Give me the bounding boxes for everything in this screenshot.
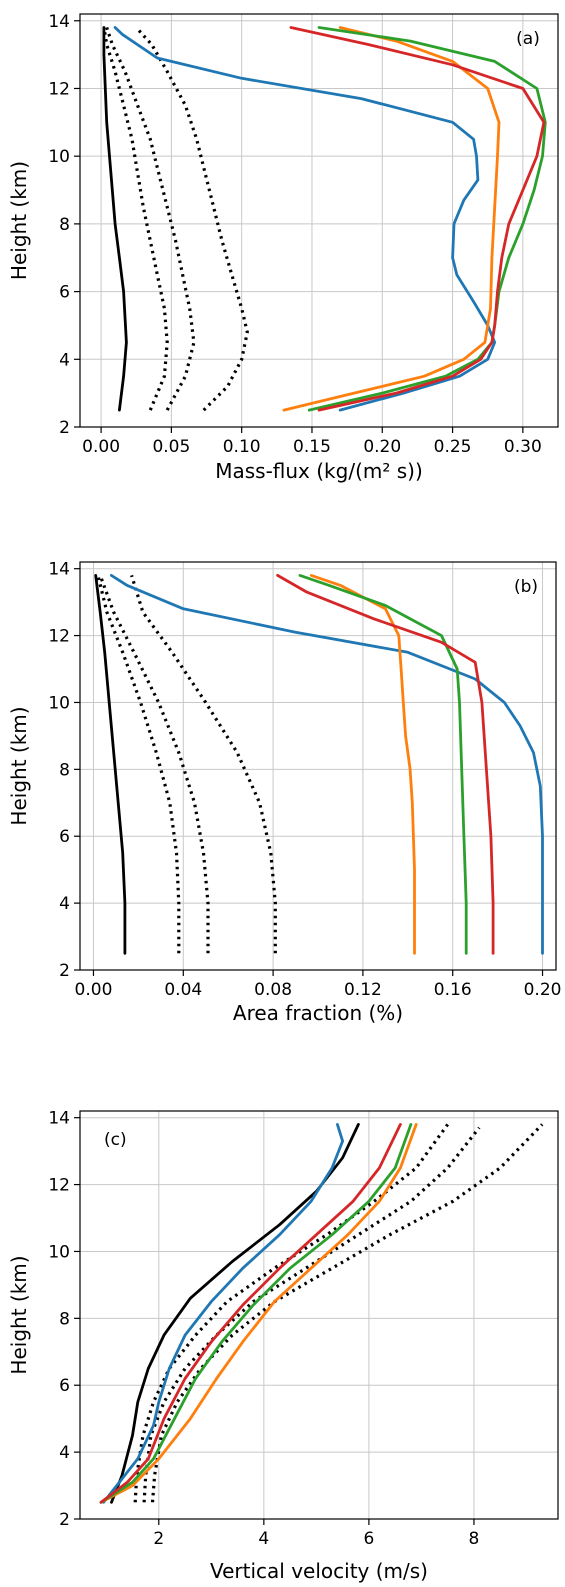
x-tick-label: 0.25 — [434, 437, 472, 457]
x-tick-label: 0.20 — [524, 980, 562, 1000]
x-tick-label: 4 — [258, 1529, 269, 1549]
y-tick-label: 4 — [59, 1443, 70, 1463]
y-tick-label: 12 — [48, 1176, 70, 1196]
series-line-8 — [289, 26, 546, 412]
y-tick-label: 8 — [59, 215, 70, 235]
series-line-8 — [276, 574, 495, 955]
series-line-8 — [99, 1123, 402, 1504]
y-tick-label: 12 — [48, 79, 70, 99]
series-line-4 — [130, 574, 277, 954]
y-tick-label: 6 — [59, 827, 70, 847]
series-line-6 — [282, 26, 501, 412]
series-line-4 — [150, 1123, 544, 1503]
x-tick-label: 0.15 — [293, 437, 331, 457]
y-axis-label: Height (km) — [7, 1255, 31, 1374]
series-line-7 — [307, 26, 547, 412]
series-line-5 — [113, 26, 497, 412]
series-line-2 — [133, 1123, 449, 1503]
y-tick-label: 14 — [48, 560, 70, 580]
series-line-1 — [102, 26, 128, 412]
y-tick-label: 4 — [59, 350, 70, 370]
x-tick-label: 6 — [363, 1529, 374, 1549]
y-tick-label: 8 — [59, 760, 70, 780]
series-line-2 — [96, 575, 181, 954]
x-tick-label: 0.16 — [434, 980, 472, 1000]
y-tick-label: 14 — [48, 1109, 70, 1129]
x-axis-label: Mass-flux (kg/(m² s)) — [215, 459, 423, 483]
y-axis-label: Height (km) — [7, 706, 31, 825]
axes-frame — [79, 13, 559, 428]
series-line-3 — [142, 1126, 481, 1503]
x-tick-label: 0.00 — [82, 437, 120, 457]
y-tick-label: 14 — [48, 12, 70, 32]
panel-label: (a) — [516, 29, 540, 49]
panel-1: 0.00 0.05 0.10 0.15 0.20 0.25 0.30 2 4 6 8 10 12 14 Ma… — [7, 12, 559, 483]
x-axis-label: Vertical velocity (m/s) — [210, 1559, 428, 1583]
axes-frame — [79, 561, 557, 971]
series-line-1 — [94, 574, 127, 955]
series-line-7 — [99, 1123, 413, 1504]
x-tick-label: 0.00 — [75, 980, 113, 1000]
y-axis-label: Height (km) — [7, 161, 31, 280]
y-tick-label: 2 — [59, 418, 70, 438]
series-line-4 — [135, 26, 249, 412]
x-tick-label: 0.30 — [504, 437, 542, 457]
y-tick-label: 6 — [59, 1376, 70, 1396]
x-tick-label: 0.04 — [164, 980, 202, 1000]
x-tick-label: 0.10 — [223, 437, 261, 457]
series-line-5 — [110, 574, 544, 955]
x-tick-label: 0.08 — [254, 980, 292, 1000]
series-line-6 — [99, 1123, 418, 1504]
x-tick-label: 2 — [153, 1529, 164, 1549]
series-line-3 — [98, 574, 210, 954]
y-tick-label: 6 — [59, 283, 70, 303]
x-tick-label: 8 — [469, 1529, 480, 1549]
series-line-3 — [105, 26, 196, 411]
panel-2: 0.00 0.04 0.08 0.12 0.16 0.20 2 4 6 8 10 12 14 Area f… — [7, 560, 561, 1025]
panel-label: (b) — [514, 577, 538, 597]
y-tick-label: 2 — [59, 1510, 70, 1530]
y-tick-label: 2 — [59, 961, 70, 981]
panel-3: 2 4 6 8 2 4 6 8 10 12 14 Vertical velocity (m/s) Hei… — [7, 1109, 559, 1583]
series-line-5 — [102, 1123, 344, 1504]
y-tick-label: 10 — [48, 147, 70, 167]
y-tick-label: 8 — [59, 1309, 70, 1329]
panel-label: (c) — [104, 1130, 127, 1150]
x-axis-label: Area fraction (%) — [233, 1001, 403, 1025]
y-tick-label: 10 — [48, 1242, 70, 1262]
series-line-7 — [298, 574, 468, 955]
series-line-2 — [102, 27, 169, 411]
x-tick-label: 0.05 — [152, 437, 190, 457]
y-tick-label: 4 — [59, 894, 70, 914]
axes-frame — [79, 1110, 559, 1520]
y-tick-label: 12 — [48, 627, 70, 647]
x-tick-label: 0.12 — [344, 980, 382, 1000]
x-tick-label: 0.20 — [363, 437, 401, 457]
y-tick-label: 10 — [48, 693, 70, 713]
